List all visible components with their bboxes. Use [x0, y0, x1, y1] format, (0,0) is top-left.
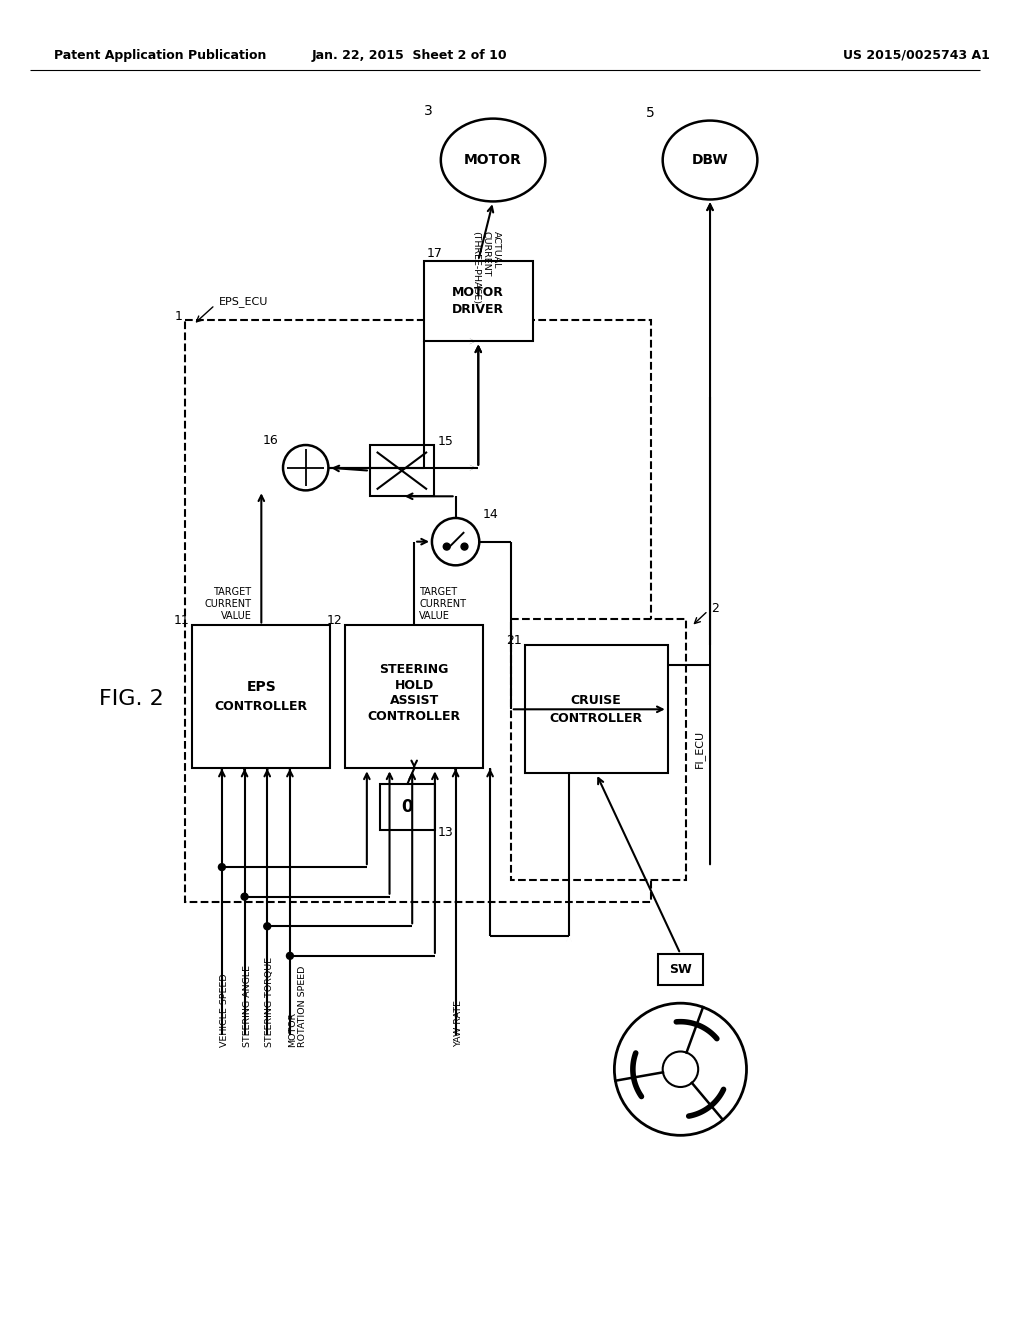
Text: DBW: DBW	[692, 153, 728, 168]
Text: 0: 0	[401, 797, 413, 816]
Text: CONTROLLER: CONTROLLER	[368, 710, 461, 723]
Text: STEERING ANGLE: STEERING ANGLE	[243, 965, 252, 1047]
Text: MOTOR: MOTOR	[464, 153, 522, 168]
Text: 3: 3	[424, 104, 433, 117]
Bar	[511, 619, 686, 880]
Bar	[370, 445, 434, 496]
Text: STEERING TORQUE: STEERING TORQUE	[265, 957, 274, 1047]
Text: 1: 1	[174, 310, 182, 323]
Text: 2: 2	[711, 602, 719, 615]
Text: US 2015/0025743 A1: US 2015/0025743 A1	[843, 49, 990, 62]
Text: CONTROLLER: CONTROLLER	[550, 711, 643, 725]
Text: 16: 16	[262, 433, 279, 446]
Circle shape	[218, 863, 225, 871]
Text: MOTOR: MOTOR	[453, 285, 504, 298]
Text: FIG. 2: FIG. 2	[98, 689, 164, 709]
Bar	[657, 954, 703, 986]
Text: TARGET
CURRENT
VALUE: TARGET CURRENT VALUE	[419, 587, 466, 620]
Bar	[424, 260, 532, 342]
Text: 15: 15	[438, 434, 454, 447]
Text: 12: 12	[327, 614, 342, 627]
Text: 5: 5	[646, 106, 654, 120]
Text: HOLD: HOLD	[394, 678, 434, 692]
Text: MOTOR
ROTATION SPEED: MOTOR ROTATION SPEED	[288, 965, 307, 1047]
Circle shape	[264, 923, 270, 929]
Text: ASSIST: ASSIST	[389, 694, 439, 708]
Text: DRIVER: DRIVER	[453, 304, 505, 317]
Text: ACTUAL
CURRENT
(THREE-PHASE): ACTUAL CURRENT (THREE-PHASE)	[471, 231, 501, 304]
Text: FI_ECU: FI_ECU	[694, 730, 706, 768]
Text: 21: 21	[506, 634, 521, 647]
Text: STEERING: STEERING	[380, 663, 449, 676]
Text: SW: SW	[669, 964, 692, 977]
Circle shape	[432, 517, 479, 565]
Text: EPS: EPS	[247, 680, 276, 694]
Bar	[380, 784, 435, 829]
Circle shape	[241, 894, 248, 900]
Text: CONTROLLER: CONTROLLER	[215, 701, 308, 713]
Text: 11: 11	[174, 614, 189, 627]
Ellipse shape	[440, 119, 546, 202]
Ellipse shape	[663, 120, 758, 199]
Text: Patent Application Publication: Patent Application Publication	[54, 49, 266, 62]
Text: 13: 13	[438, 826, 454, 840]
Text: VEHICLE SPEED: VEHICLE SPEED	[220, 973, 229, 1047]
Text: Jan. 22, 2015  Sheet 2 of 10: Jan. 22, 2015 Sheet 2 of 10	[311, 49, 507, 62]
Circle shape	[443, 543, 451, 550]
Text: CRUISE: CRUISE	[570, 694, 622, 708]
Bar	[524, 645, 668, 774]
Text: YAW RATE: YAW RATE	[454, 999, 463, 1047]
Text: EPS_ECU: EPS_ECU	[219, 297, 268, 308]
Circle shape	[663, 1052, 698, 1086]
Circle shape	[614, 1003, 746, 1135]
Text: 14: 14	[482, 508, 498, 520]
Bar	[345, 626, 483, 768]
Circle shape	[283, 445, 329, 491]
Circle shape	[287, 953, 294, 960]
Text: TARGET
CURRENT
VALUE: TARGET CURRENT VALUE	[205, 587, 252, 620]
Bar	[193, 626, 331, 768]
Text: 17: 17	[427, 247, 442, 260]
Circle shape	[461, 543, 468, 550]
Bar	[185, 319, 651, 902]
